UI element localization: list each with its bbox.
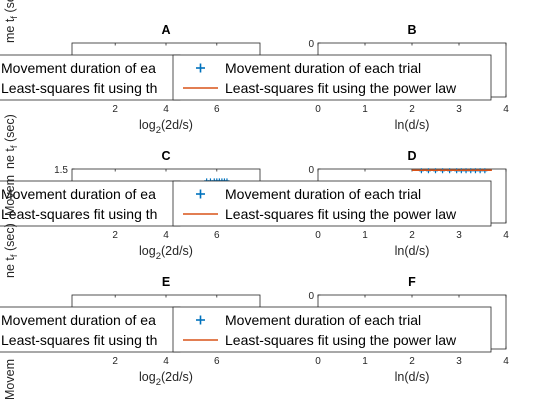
y-axis-label-fragment: Movem: [3, 359, 17, 400]
legend-box: [172, 180, 492, 227]
legend-entry-fit: Least-squares fit using the power law: [225, 332, 457, 348]
y-axis-label-bottom: ne tf (sec): [3, 223, 20, 278]
y-axis-label-fragment: Movem: [3, 175, 17, 216]
x-tick-label: 2: [112, 230, 118, 241]
x-axis-label: log2(2d/s): [139, 370, 193, 388]
legend-marker-trial: [196, 315, 205, 325]
x-tick-label: 0: [315, 230, 321, 241]
legend-entry-trial: Movement duration of each trial: [225, 312, 421, 328]
panel-title: E: [162, 275, 170, 289]
x-tick-label: 4: [503, 356, 509, 367]
x-tick-label: 2: [409, 230, 415, 241]
x-tick-label: 6: [214, 356, 220, 367]
y-tick-label: 1.5: [54, 165, 68, 176]
panel-title: F: [408, 275, 416, 289]
x-tick-label: 2: [112, 104, 118, 115]
y-axis-label-mid: ne tf (sec): [3, 114, 20, 169]
legend-entry-trial-clipped: Movement duration of ea: [1, 186, 156, 202]
panel-title: A: [161, 23, 170, 37]
legend-entry-fit-clipped: Least-squares fit using th: [1, 80, 157, 96]
legend-entry-trial: Movement duration of each trial: [225, 186, 421, 202]
legend-marker-trial: [196, 189, 205, 199]
x-tick-label: 0: [315, 356, 321, 367]
x-tick-label: 6: [214, 230, 220, 241]
legend-box-clipped: [0, 306, 181, 353]
panel-title: D: [407, 149, 416, 163]
legend-entry-fit: Least-squares fit using the power law: [225, 206, 457, 222]
legend-entry-fit-clipped: Least-squares fit using th: [1, 206, 157, 222]
x-tick-label: 2: [112, 356, 118, 367]
x-axis-label: ln(d/s): [395, 118, 430, 132]
legend-entry-trial-clipped: Movement duration of ea: [1, 312, 156, 328]
y-tick-label: 0: [308, 165, 314, 176]
legend-row: Movement duration of ea Least-squares fit…: [0, 306, 492, 353]
x-axis-label: ln(d/s): [395, 370, 430, 384]
legend-box-clipped: [0, 54, 181, 101]
x-axis-label: log2(2d/s): [139, 118, 193, 136]
x-tick-label: 3: [456, 356, 462, 367]
legend-row: Movement duration of ea Least-squares fit…: [0, 54, 492, 101]
x-tick-label: 0: [315, 104, 321, 115]
legend-entry-trial-clipped: Movement duration of ea: [1, 60, 156, 76]
x-tick-label: 1: [362, 104, 368, 115]
x-tick-label: 4: [163, 104, 169, 115]
legend-entry-fit-clipped: Least-squares fit using th: [1, 332, 157, 348]
legend-marker-trial: [196, 63, 205, 73]
x-tick-label: 2: [409, 104, 415, 115]
x-axis-label: ln(d/s): [395, 244, 430, 258]
x-tick-label: 2: [409, 356, 415, 367]
x-tick-label: 4: [503, 104, 509, 115]
legend-entry-trial: Movement duration of each trial: [225, 60, 421, 76]
x-tick-label: 3: [456, 104, 462, 115]
x-tick-label: 1: [362, 230, 368, 241]
y-tick-label: 0: [308, 39, 314, 50]
x-tick-label: 6: [214, 104, 220, 115]
x-tick-label: 3: [456, 230, 462, 241]
x-tick-label: 1: [362, 356, 368, 367]
x-tick-label: 4: [163, 230, 169, 241]
legend-box-clipped: [0, 180, 181, 227]
panel-title: C: [161, 149, 170, 163]
y-axis-label-top: me tf (se: [3, 0, 20, 43]
x-tick-label: 4: [503, 230, 509, 241]
legend-box: [172, 306, 492, 353]
legend-entry-fit: Least-squares fit using the power law: [225, 80, 457, 96]
panel-title: B: [407, 23, 416, 37]
legend-row: Movement duration of ea Least-squares fit…: [0, 180, 492, 227]
x-axis-label: log2(2d/s): [139, 244, 193, 262]
x-tick-label: 4: [163, 356, 169, 367]
y-tick-label: 0: [308, 291, 314, 302]
legend-box: [172, 54, 492, 101]
